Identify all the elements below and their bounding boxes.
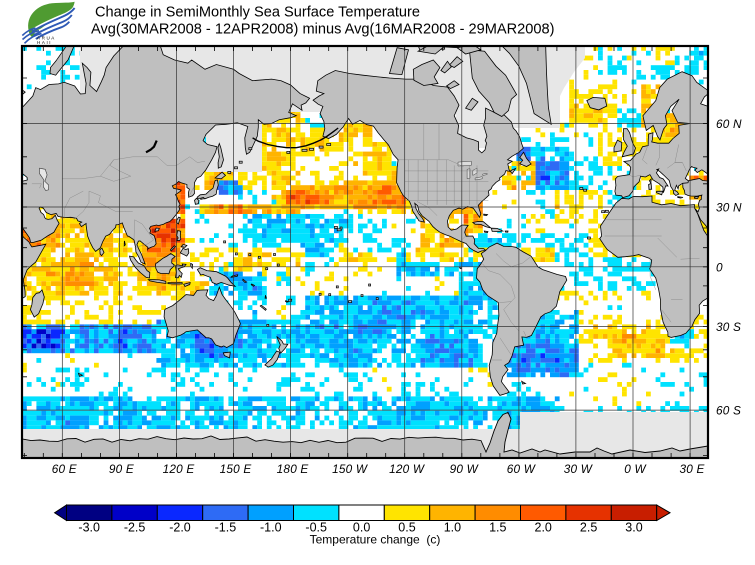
svg-text:90 W: 90 W: [450, 462, 480, 476]
svg-text:120 E: 120 E: [163, 462, 195, 476]
svg-text:0 W: 0 W: [624, 462, 647, 476]
svg-text:Change in SemiMonthly Sea Surf: Change in SemiMonthly Sea Surface Temper…: [95, 5, 420, 21]
svg-text:120 W: 120 W: [389, 462, 426, 476]
svg-text:60 N: 60 N: [716, 117, 742, 131]
svg-text:1.5: 1.5: [489, 521, 506, 535]
svg-text:0.0: 0.0: [353, 521, 370, 535]
svg-text:-2.5: -2.5: [124, 521, 146, 535]
svg-text:1.0: 1.0: [444, 521, 461, 535]
svg-text:2.5: 2.5: [580, 521, 597, 535]
svg-text:-3.0: -3.0: [78, 521, 100, 535]
svg-text:-1.0: -1.0: [260, 521, 282, 535]
svg-text:Temperature change (c): Temperature change (c): [310, 533, 441, 547]
svg-text:180 E: 180 E: [277, 462, 309, 476]
svg-text:-2.0: -2.0: [169, 521, 191, 535]
svg-text:0: 0: [716, 260, 723, 274]
svg-text:Avg(30MAR2008 - 12APR2008) min: Avg(30MAR2008 - 12APR2008) minus Avg(16M…: [91, 22, 554, 38]
svg-text:150 W: 150 W: [332, 462, 369, 476]
svg-text:-1.5: -1.5: [215, 521, 237, 535]
svg-text:60 S: 60 S: [716, 404, 741, 418]
svg-text:90 E: 90 E: [109, 462, 134, 476]
svg-text:60 W: 60 W: [507, 462, 537, 476]
svg-text:0.5: 0.5: [398, 521, 415, 535]
svg-text:30 N: 30 N: [716, 201, 742, 215]
svg-text:3.0: 3.0: [625, 521, 642, 535]
svg-text:ARUA: ARUA: [37, 36, 56, 41]
svg-text:60 E: 60 E: [52, 462, 77, 476]
svg-text:HAII: HAII: [37, 40, 52, 45]
svg-text:30 S: 30 S: [716, 320, 741, 334]
svg-text:2.0: 2.0: [535, 521, 552, 535]
svg-text:30 W: 30 W: [564, 462, 594, 476]
svg-text:-0.5: -0.5: [305, 521, 327, 535]
svg-text:30 E: 30 E: [680, 462, 705, 476]
svg-text:150 E: 150 E: [220, 462, 252, 476]
